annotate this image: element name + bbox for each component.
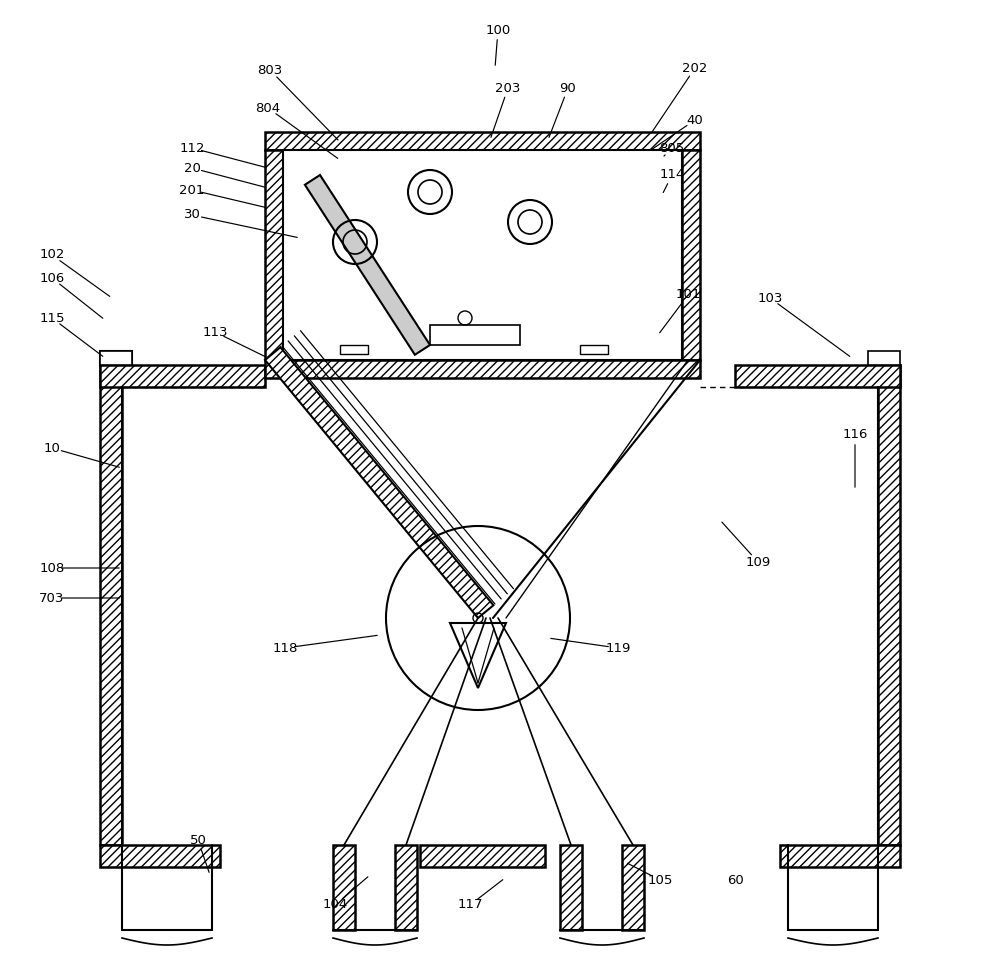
- Polygon shape: [305, 175, 430, 355]
- Text: 805: 805: [659, 141, 685, 154]
- Polygon shape: [265, 360, 700, 378]
- Text: 112: 112: [179, 141, 205, 154]
- Polygon shape: [265, 347, 493, 618]
- Polygon shape: [560, 845, 582, 930]
- Text: 60: 60: [727, 874, 743, 886]
- Text: 117: 117: [457, 899, 483, 912]
- Polygon shape: [395, 845, 417, 930]
- Text: 203: 203: [495, 82, 521, 95]
- Text: 106: 106: [39, 271, 65, 285]
- Text: 40: 40: [687, 113, 703, 127]
- Polygon shape: [100, 365, 265, 387]
- Polygon shape: [622, 845, 644, 930]
- Text: 100: 100: [485, 23, 511, 36]
- Polygon shape: [780, 845, 900, 867]
- Polygon shape: [100, 351, 132, 365]
- Text: 119: 119: [605, 642, 631, 654]
- Polygon shape: [333, 845, 355, 930]
- Polygon shape: [100, 845, 220, 867]
- Text: 10: 10: [44, 442, 60, 454]
- Polygon shape: [420, 845, 545, 867]
- Text: 113: 113: [202, 326, 228, 338]
- Polygon shape: [100, 351, 132, 365]
- Polygon shape: [868, 351, 900, 365]
- Polygon shape: [682, 150, 700, 360]
- Text: 102: 102: [39, 249, 65, 261]
- Polygon shape: [430, 325, 520, 345]
- Text: 114: 114: [659, 169, 685, 181]
- Text: 803: 803: [257, 63, 283, 76]
- Polygon shape: [878, 365, 900, 845]
- Text: 20: 20: [184, 162, 200, 175]
- Text: 115: 115: [39, 311, 65, 325]
- Text: 30: 30: [184, 209, 200, 221]
- Text: 703: 703: [39, 592, 65, 604]
- Text: 118: 118: [272, 642, 298, 654]
- Text: 804: 804: [255, 101, 281, 114]
- Polygon shape: [265, 132, 700, 150]
- Polygon shape: [735, 365, 900, 387]
- Text: 105: 105: [647, 874, 673, 886]
- Polygon shape: [283, 150, 682, 360]
- Polygon shape: [450, 623, 506, 688]
- Text: 90: 90: [560, 82, 576, 95]
- Polygon shape: [340, 345, 368, 354]
- Text: 50: 50: [190, 834, 206, 846]
- Polygon shape: [100, 365, 122, 845]
- Polygon shape: [265, 150, 283, 360]
- Text: 109: 109: [745, 556, 771, 568]
- Text: 202: 202: [682, 61, 708, 74]
- Text: 116: 116: [842, 428, 868, 442]
- Polygon shape: [580, 345, 608, 354]
- Text: 104: 104: [322, 899, 348, 912]
- Text: 201: 201: [179, 183, 205, 197]
- Text: 108: 108: [39, 562, 65, 574]
- Text: 101: 101: [675, 289, 701, 301]
- Text: 103: 103: [757, 292, 783, 304]
